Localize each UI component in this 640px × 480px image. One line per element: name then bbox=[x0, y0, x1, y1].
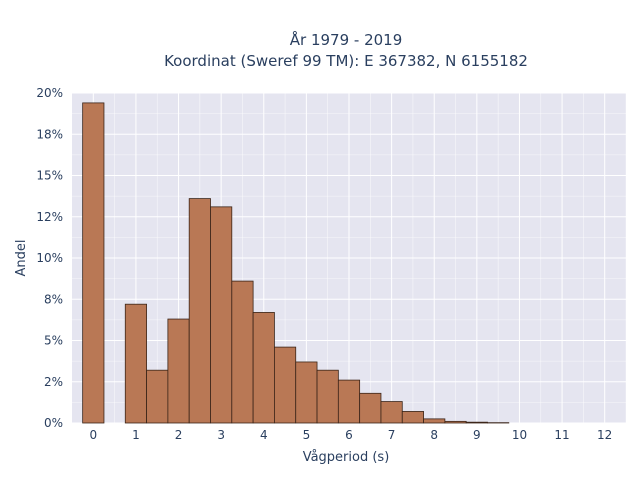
x-axis-title: Vågperiod (s) bbox=[303, 450, 390, 465]
y-tick-label: 8% bbox=[44, 292, 63, 306]
histogram-bar bbox=[316, 369, 339, 424]
histogram-bar bbox=[188, 198, 211, 424]
histogram-bar bbox=[444, 420, 467, 424]
histogram-bar bbox=[274, 346, 297, 424]
x-tick-label: 12 bbox=[597, 428, 612, 442]
y-tick-label: 15% bbox=[36, 169, 63, 183]
x-tick-label: 9 bbox=[473, 428, 481, 442]
chart-title-line-1: År 1979 - 2019 bbox=[290, 30, 403, 49]
x-tick-label: 2 bbox=[175, 428, 183, 442]
histogram-bar bbox=[252, 312, 275, 424]
x-tick-label: 10 bbox=[512, 428, 527, 442]
x-axis-ticks: 0 1 2 3 4 5 6 7 8 9 10 11 12 bbox=[89, 428, 612, 442]
x-tick-label: 6 bbox=[345, 428, 353, 442]
histogram-bar bbox=[295, 361, 318, 424]
x-tick-label: 0 bbox=[89, 428, 97, 442]
histogram-bar bbox=[465, 421, 488, 424]
y-tick-label: 20% bbox=[36, 86, 63, 100]
histogram-bar bbox=[401, 411, 424, 424]
histogram-bar bbox=[210, 206, 233, 424]
x-tick-label: 1 bbox=[132, 428, 140, 442]
x-tick-label: 11 bbox=[554, 428, 569, 442]
histogram-bar bbox=[337, 379, 361, 424]
histogram-bar bbox=[146, 369, 169, 424]
histogram-bar bbox=[167, 318, 190, 424]
bars bbox=[82, 102, 510, 424]
y-tick-label: 2% bbox=[44, 375, 63, 389]
y-tick-label: 12% bbox=[36, 210, 63, 224]
x-tick-label: 4 bbox=[260, 428, 268, 442]
y-axis-title: Andel bbox=[14, 240, 29, 277]
y-tick-label: 18% bbox=[36, 127, 63, 141]
histogram-bar bbox=[124, 303, 147, 424]
y-tick-label: 0% bbox=[44, 416, 63, 430]
histogram-bar bbox=[423, 418, 446, 424]
y-tick-label: 5% bbox=[44, 334, 63, 348]
chart-title-line-2: Koordinat (Sweref 99 TM): E 367382, N 61… bbox=[164, 52, 528, 70]
x-tick-label: 7 bbox=[388, 428, 396, 442]
x-tick-label: 3 bbox=[217, 428, 225, 442]
y-tick-label: 10% bbox=[36, 251, 63, 265]
histogram-bar bbox=[380, 401, 403, 424]
y-axis-ticks: 0% 2% 5% 8% 10% 12% 15% 18% 20% bbox=[36, 86, 63, 430]
histogram-bar bbox=[359, 392, 382, 424]
x-tick-label: 8 bbox=[430, 428, 438, 442]
histogram-bar bbox=[82, 102, 105, 424]
histogram-bar bbox=[231, 280, 254, 424]
x-tick-label: 5 bbox=[303, 428, 311, 442]
